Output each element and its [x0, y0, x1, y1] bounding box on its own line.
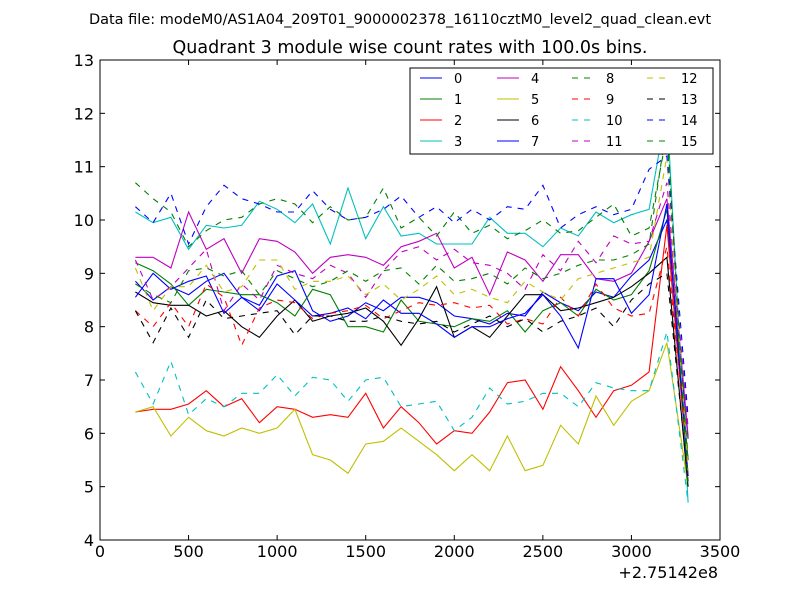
plot-frame — [99, 59, 721, 541]
x-tick-label: 1500 — [345, 542, 386, 561]
x-tick-label: 0 — [95, 542, 105, 561]
series-line-1 — [135, 209, 689, 461]
legend-label-5: 5 — [531, 93, 539, 108]
legend-label-9: 9 — [606, 93, 614, 108]
x-tick-label: 3500 — [700, 542, 741, 561]
series-line-10 — [134, 331, 689, 503]
series-line-5 — [135, 342, 689, 487]
x-tick-label: 1000 — [257, 542, 298, 561]
series-line-8 — [135, 134, 689, 461]
legend-frame — [409, 67, 714, 155]
series-line-2 — [135, 225, 689, 477]
legend-label-8: 8 — [606, 72, 614, 87]
legend-label-12: 12 — [681, 72, 698, 87]
legend-label-6: 6 — [531, 114, 539, 129]
legend-label-0: 0 — [454, 72, 462, 87]
axis-ticks: 0 500 1000 1500 2000 2500 3000 3500456789101112… — [74, 51, 741, 561]
series-line-6 — [135, 256, 689, 487]
legend-label-11: 11 — [606, 135, 623, 150]
y-tick-label: 8 — [84, 318, 94, 337]
series-line-15 — [135, 123, 689, 487]
series-line-13 — [134, 272, 689, 482]
x-tick-label: 2000 — [434, 542, 475, 561]
y-tick-label: 11 — [74, 158, 94, 177]
y-tick-label: 5 — [84, 478, 94, 497]
legend-label-14: 14 — [681, 114, 698, 129]
legend-label-10: 10 — [606, 114, 623, 129]
y-tick-label: 6 — [84, 424, 94, 443]
x-tick-label: 500 — [173, 542, 204, 561]
series-line-3 — [135, 107, 689, 503]
series-line-4 — [135, 198, 689, 437]
series-line-14 — [135, 154, 689, 418]
legend-label-15: 15 — [681, 135, 698, 150]
legend-label-2: 2 — [454, 114, 462, 129]
y-tick-label: 13 — [74, 51, 94, 70]
legend-label-13: 13 — [681, 93, 698, 108]
series-layer — [134, 107, 689, 503]
legend-label-4: 4 — [531, 72, 539, 87]
series-line-9 — [135, 246, 689, 466]
y-tick-label: 4 — [84, 531, 94, 550]
series-line-12 — [134, 155, 689, 471]
y-tick-label: 12 — [74, 104, 94, 123]
chart-suptitle: Data file: modeM0/AS1A04_209T01_90000023… — [89, 12, 711, 28]
legend-label-1: 1 — [454, 93, 462, 108]
y-tick-label: 9 — [84, 264, 94, 283]
legend-label-7: 7 — [531, 135, 539, 150]
series-line-7 — [134, 203, 689, 477]
y-tick-label: 10 — [74, 211, 94, 230]
x-offset-label: +2.75142e8 — [618, 563, 718, 582]
x-tick-label: 2500 — [522, 542, 563, 561]
x-tick-label: 3000 — [611, 542, 652, 561]
series-line-0 — [135, 217, 689, 439]
legend-label-3: 3 — [454, 135, 462, 150]
y-tick-label: 7 — [84, 371, 94, 390]
series-line-11 — [134, 182, 689, 429]
chart-title: Quadrant 3 module wise count rates with … — [173, 38, 648, 58]
